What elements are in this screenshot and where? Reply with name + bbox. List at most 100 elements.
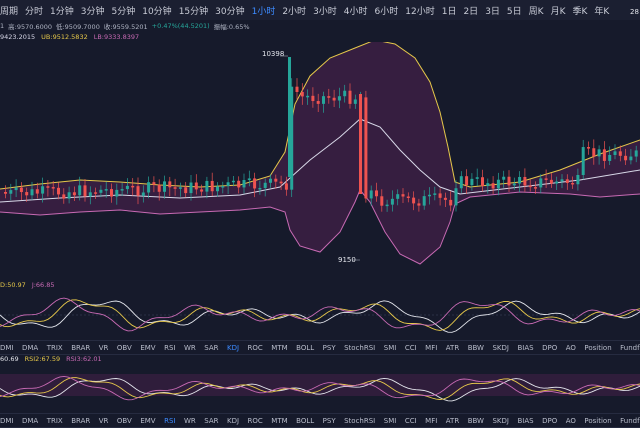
indicator-tab-smi-16[interactable]: SMI <box>383 343 397 352</box>
candle-body <box>549 179 553 184</box>
indicator-tab2-stochrsi-15[interactable]: StochRSI <box>344 416 376 425</box>
timeframe-15-6[interactable]: 15分钟 <box>178 6 209 17</box>
timeframe-10-5[interactable]: 10分钟 <box>142 6 172 17</box>
indicator-tab2-dma-1[interactable]: DMA <box>22 416 39 425</box>
timeframe-12-13[interactable]: 12小时 <box>405 6 435 17</box>
candle-body <box>618 151 622 156</box>
candle-body <box>523 176 527 186</box>
indicator-tab2-brar-3[interactable]: BRAR <box>71 416 91 425</box>
indicator-tab-atr-19[interactable]: ATR <box>445 343 460 352</box>
indicator-tab-stochrsi-15[interactable]: StochRSI <box>344 343 376 352</box>
indicator-tab2-cci-17[interactable]: CCI <box>404 416 417 425</box>
indicator-tab-cci-17[interactable]: CCI <box>404 343 417 352</box>
candle-body <box>99 189 103 193</box>
timeframe-1-8[interactable]: 1小时 <box>251 6 276 17</box>
indicator-tab-psy-14[interactable]: PSY <box>322 343 336 352</box>
indicator-tab2-vr-4[interactable]: VR <box>98 416 109 425</box>
timeframe-k-21[interactable]: 年K <box>594 6 610 17</box>
indicator-tab2-rsi-7[interactable]: RSI <box>164 416 176 425</box>
timeframe-4-11[interactable]: 4小时 <box>343 6 368 17</box>
candle-body <box>258 187 262 190</box>
candle-body <box>465 176 469 186</box>
timeframe-2-9[interactable]: 2小时 <box>282 6 307 17</box>
indicator-tab2-bbw-20[interactable]: BBW <box>467 416 484 425</box>
kdj-indicator-chart[interactable] <box>0 290 640 340</box>
indicator-tab2-ao-24[interactable]: AO <box>565 416 576 425</box>
candle-body <box>147 182 151 193</box>
big-drop-candle <box>359 94 362 194</box>
indicator-tab2-bias-22[interactable]: BIAS <box>517 416 534 425</box>
candle-body <box>125 185 129 190</box>
timeframe-3-16[interactable]: 3日 <box>485 6 500 17</box>
candle-body <box>406 196 410 199</box>
indicator-tab-wr-8[interactable]: WR <box>183 343 196 352</box>
indicator-tab-brar-3[interactable]: BRAR <box>71 343 91 352</box>
indicator-tab2-smi-16[interactable]: SMI <box>383 416 397 425</box>
indicator-tab2-mfi-18[interactable]: MFI <box>425 416 438 425</box>
indicator-tab2-wr-8[interactable]: WR <box>183 416 196 425</box>
indicator-tab2-fundflow-26[interactable]: Fundflow <box>620 416 640 425</box>
rsi-indicator-chart[interactable] <box>0 364 640 413</box>
indicator-tab-kdj-10[interactable]: KDJ <box>226 343 240 352</box>
indicator-tab2-emv-6[interactable]: EMV <box>140 416 156 425</box>
indicator-tab2-boll-13[interactable]: BOLL <box>296 416 315 425</box>
indicator-tab-mtm-12[interactable]: MTM <box>271 343 288 352</box>
candlestick-chart[interactable] <box>0 42 640 280</box>
indicator-tab-fundflow-26[interactable]: Fundflow <box>620 343 640 352</box>
indicator-tab-boll-13[interactable]: BOLL <box>296 343 315 352</box>
indicator-tab2-roc-11[interactable]: ROC <box>247 416 263 425</box>
timeframe--0[interactable]: 周期 <box>0 6 19 17</box>
candle-body <box>528 185 532 188</box>
timeframe-3-3[interactable]: 3分钟 <box>80 6 105 17</box>
candle-body <box>380 196 384 206</box>
candle-body <box>104 189 108 191</box>
indicator-tab-ao-24[interactable]: AO <box>565 343 576 352</box>
indicator-tab2-skdj-21[interactable]: SKDJ <box>492 416 509 425</box>
boll-legend: 9423.2015 UB:9512.5832 LB:9333.8397 <box>0 32 640 42</box>
indicator-tab-dmi-0[interactable]: DMI <box>0 343 14 352</box>
indicator-tab-bbw-20[interactable]: BBW <box>467 343 484 352</box>
indicator-tab2-atr-19[interactable]: ATR <box>445 416 460 425</box>
timeframe-6-12[interactable]: 6小时 <box>374 6 399 17</box>
timeframe-5-17[interactable]: 5日 <box>506 6 522 17</box>
indicator-tab-obv-5[interactable]: OBV <box>116 343 132 352</box>
timeframe-k-18[interactable]: 周K <box>528 6 544 17</box>
candle-body <box>237 180 241 188</box>
indicator-tab-bias-22[interactable]: BIAS <box>517 343 534 352</box>
indicator-tab-trix-2[interactable]: TRIX <box>46 343 63 352</box>
timeframe-3-10[interactable]: 3小时 <box>313 6 337 17</box>
indicator-tab2-mtm-12[interactable]: MTM <box>271 416 288 425</box>
indicator-tab-roc-11[interactable]: ROC <box>247 343 263 352</box>
timeframe-30-7[interactable]: 30分钟 <box>215 6 245 17</box>
indicator-tab2-position-25[interactable]: Position <box>584 416 612 425</box>
indicator-tab-vr-4[interactable]: VR <box>98 343 109 352</box>
indicator-tab2-kdj-10[interactable]: KDJ <box>226 416 240 425</box>
timeframe-1-14[interactable]: 1日 <box>441 6 457 17</box>
indicator-tab-emv-6[interactable]: EMV <box>140 343 156 352</box>
timeframe--1[interactable]: 分时 <box>25 6 44 17</box>
timeframe-2-15[interactable]: 2日 <box>463 6 479 17</box>
indicator-tab2-psy-14[interactable]: PSY <box>322 416 336 425</box>
indicator-tab2-trix-2[interactable]: TRIX <box>46 416 63 425</box>
indicator-tab2-dpo-23[interactable]: DPO <box>542 416 558 425</box>
candle-body <box>454 188 458 206</box>
timeframe-k-19[interactable]: 月K <box>550 6 566 17</box>
candle-body <box>629 156 633 161</box>
indicator-line-2 <box>0 375 640 401</box>
indicator-tab-dma-1[interactable]: DMA <box>22 343 39 352</box>
candle-body <box>512 183 516 186</box>
indicator-tab2-dmi-0[interactable]: DMI <box>0 416 14 425</box>
indicator-tab-dpo-23[interactable]: DPO <box>542 343 558 352</box>
timeframe-k-20[interactable]: 季K <box>572 6 588 17</box>
indicator-tab-rsi-7[interactable]: RSI <box>164 343 176 352</box>
indicator-tab2-sar-9[interactable]: SAR <box>204 416 219 425</box>
indicator-tab-mfi-18[interactable]: MFI <box>425 343 438 352</box>
candle-body <box>332 97 336 101</box>
indicator-tab-position-25[interactable]: Position <box>584 343 612 352</box>
indicator-tab-skdj-21[interactable]: SKDJ <box>492 343 509 352</box>
indicator-tab2-obv-5[interactable]: OBV <box>116 416 132 425</box>
timeframe-5-4[interactable]: 5分钟 <box>111 6 136 17</box>
timeframe-1-2[interactable]: 1分钟 <box>50 6 74 17</box>
indicator-tab-sar-9[interactable]: SAR <box>204 343 219 352</box>
candle-body <box>544 178 548 180</box>
